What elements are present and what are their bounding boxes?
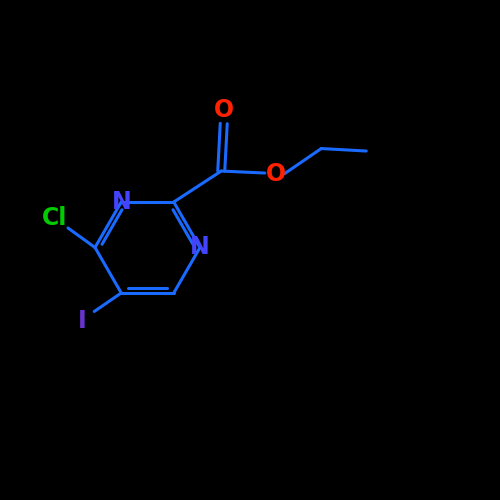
Text: O: O [214, 98, 234, 122]
Text: N: N [112, 190, 131, 214]
Text: Cl: Cl [42, 206, 68, 230]
Text: O: O [266, 162, 286, 186]
Text: I: I [78, 310, 87, 334]
Text: N: N [190, 236, 210, 260]
